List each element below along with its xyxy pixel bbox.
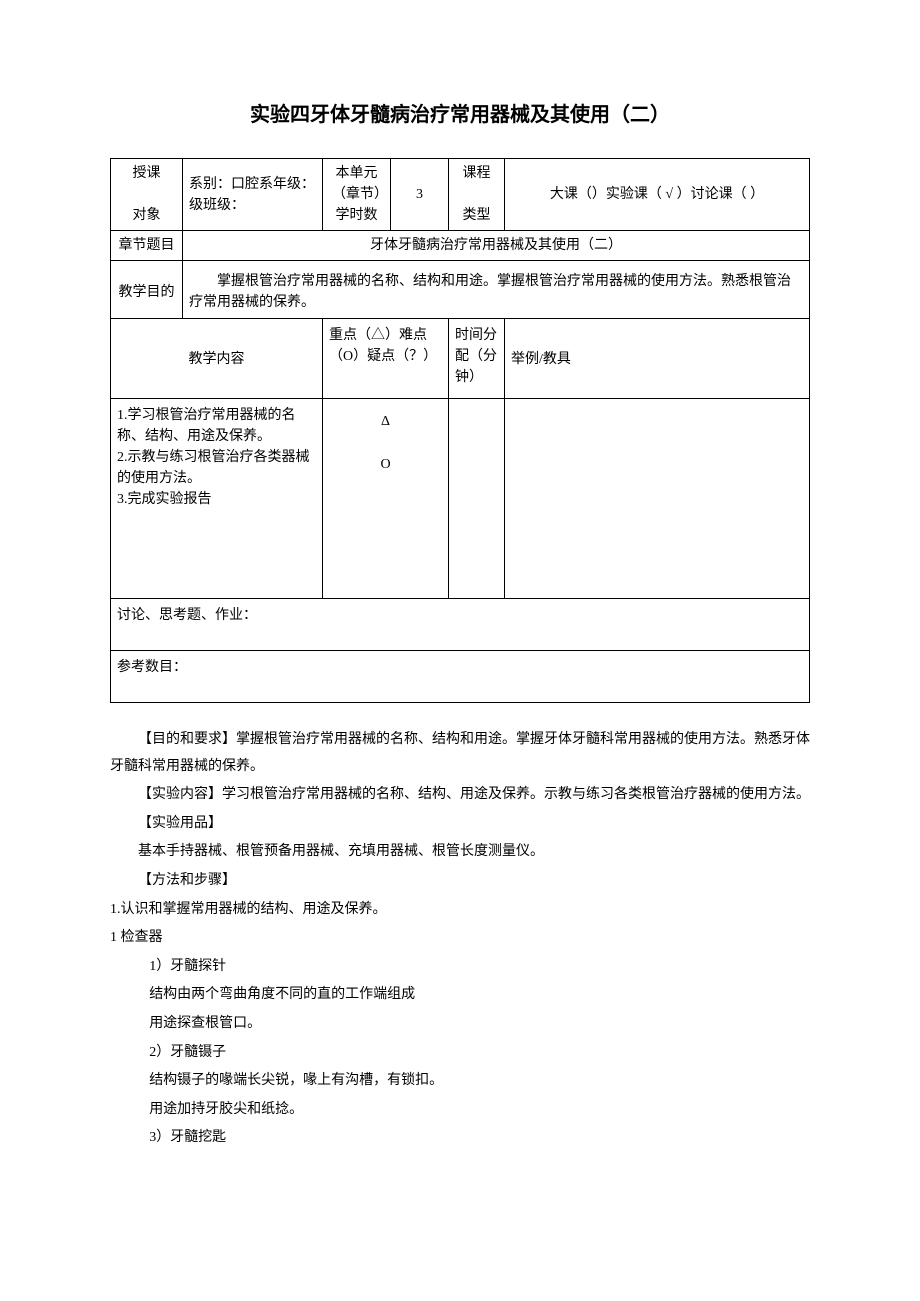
cell-content-body: 1.学习根管治疗常用器械的名称、结构、用途及保养。 2.示教与练习根管治疗各类器… xyxy=(111,399,323,599)
cell-section-label: 章节题目 xyxy=(111,231,183,261)
cell-time-body xyxy=(449,399,505,599)
para-tweezer-struct: 结构镊子的喙端长尖锐，喙上有沟槽，有锁扣。 xyxy=(110,1068,810,1095)
cell-content-header: 教学内容 xyxy=(111,319,323,399)
para-excavator: 3）牙髓挖匙 xyxy=(110,1125,810,1152)
cell-aids-body xyxy=(505,399,810,599)
para-supplies-label: 【实验用品】 xyxy=(110,811,810,838)
cell-purpose-text: 掌握根管治疗常用器械的名称、结构和用途。掌握根管治疗常用器械的使用方法。熟悉根管… xyxy=(183,261,810,319)
cell-purpose-label: 教学目的 xyxy=(111,261,183,319)
para-tweezer: 2）牙髓镊子 xyxy=(110,1040,810,1067)
para-purpose: 【目的和要求】掌握根管治疗常用器械的名称、结构和用途。掌握牙体牙髓科常用器械的使… xyxy=(110,727,810,780)
cell-homework: 讨论、思考题、作业： xyxy=(111,599,810,651)
document-title: 实验四牙体牙髓病治疗常用器械及其使用（二） xyxy=(110,100,810,130)
para-tweezer-use: 用途加持牙胶尖和纸捻。 xyxy=(110,1097,810,1124)
body-content: 【目的和要求】掌握根管治疗常用器械的名称、结构和用途。掌握牙体牙髓科常用器械的使… xyxy=(110,727,810,1152)
cell-department: 系别：口腔系年级：级班级： xyxy=(183,159,323,231)
para-check: 1 检查器 xyxy=(110,925,810,952)
para-probe: 1）牙髓探针 xyxy=(110,954,810,981)
cell-emphasis-body: Δ O xyxy=(323,399,449,599)
para-method-label: 【方法和步骤】 xyxy=(110,868,810,895)
cell-hours-value: 3 xyxy=(391,159,449,231)
cell-audience-label: 授课 对象 xyxy=(111,159,183,231)
para-probe-struct: 结构由两个弯曲角度不同的直的工作端组成 xyxy=(110,982,810,1009)
cell-section-title: 牙体牙髓病治疗常用器械及其使用（二） xyxy=(183,231,810,261)
cell-hours-label: 本单元（章节）学时数 xyxy=(323,159,391,231)
cell-references: 参考数目： xyxy=(111,651,810,703)
para-probe-use: 用途探查根管口。 xyxy=(110,1011,810,1038)
para-content: 【实验内容】学习根管治疗常用器械的名称、结构、用途及保养。示教与练习各类根管治疗… xyxy=(110,782,810,809)
cell-emphasis-header: 重点（△）难点（O）疑点（？） xyxy=(323,319,449,399)
cell-time-header: 时间分配（分钟） xyxy=(449,319,505,399)
para-step1: 1.认识和掌握常用器械的结构、用途及保养。 xyxy=(110,897,810,924)
para-supplies: 基本手持器械、根管预备用器械、充填用器械、根管长度测量仪。 xyxy=(110,839,810,866)
lesson-plan-table: 授课 对象 系别：口腔系年级：级班级： 本单元（章节）学时数 3 课程 类型 大… xyxy=(110,158,810,703)
cell-aids-header: 举例/教具 xyxy=(505,319,810,399)
cell-course-type-label: 课程 类型 xyxy=(449,159,505,231)
cell-course-type-value: 大课（）实验课（ √ ）讨论课（ ） xyxy=(505,159,810,231)
